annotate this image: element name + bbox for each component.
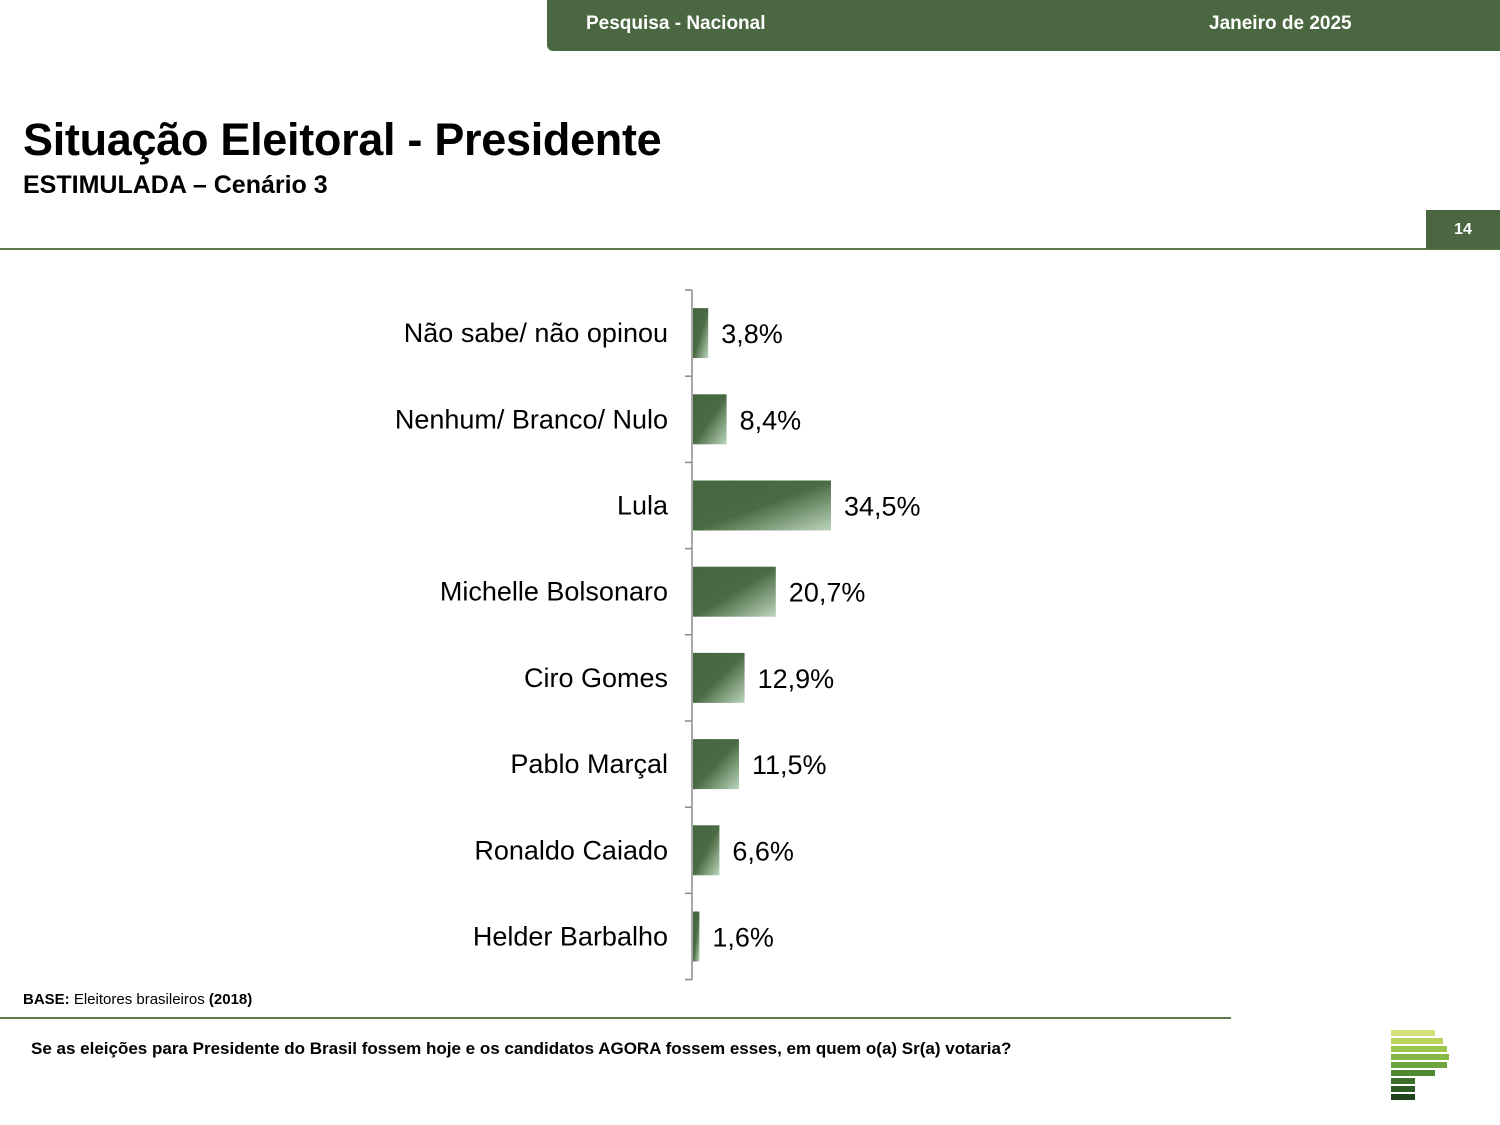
base-label: BASE: <box>23 991 70 1008</box>
category-label: Helder Barbalho <box>473 922 668 952</box>
page-number-badge: 14 <box>1426 210 1500 249</box>
value-label: 8,4% <box>740 405 802 435</box>
base-text: Eleitores brasileiros <box>69 991 209 1008</box>
value-label: 34,5% <box>844 492 921 522</box>
page-subtitle: ESTIMULADA – Cenário 3 <box>23 171 328 199</box>
bar-chart: Não sabe/ não opinou 3,8% Nenhum/ Branco/ … <box>395 289 921 981</box>
bar <box>693 739 739 790</box>
value-label: 20,7% <box>789 578 866 608</box>
value-label: 12,9% <box>758 664 835 694</box>
bar <box>693 308 709 359</box>
footer-divider <box>0 1017 1231 1019</box>
category-label: Lula <box>617 491 669 521</box>
header-bar: Pesquisa - Nacional Janeiro de 2025 <box>547 0 1500 51</box>
bar <box>693 480 831 531</box>
survey-scope-label: Pesquisa - Nacional <box>586 13 766 34</box>
bar <box>693 825 720 876</box>
category-label: Michelle Bolsonaro <box>440 577 668 607</box>
base-note: BASE: Eleitores brasileiros (2018) <box>23 991 252 1008</box>
survey-question: Se as eleições para Presidente do Brasil… <box>31 1039 1012 1058</box>
category-label: Pablo Marçal <box>510 749 668 779</box>
value-label: 1,6% <box>712 923 774 953</box>
value-label: 3,8% <box>721 319 783 349</box>
value-label: 6,6% <box>732 836 794 866</box>
bar <box>693 911 700 962</box>
page-title: Situação Eleitoral - Presidente <box>23 114 662 165</box>
header-divider <box>0 248 1500 250</box>
stacked-bars-logo-icon <box>1391 1030 1449 1100</box>
bar <box>693 652 745 703</box>
category-label: Nenhum/ Branco/ Nulo <box>395 404 668 434</box>
category-label: Ronaldo Caiado <box>474 835 668 865</box>
bar <box>693 394 727 445</box>
bar <box>693 566 776 617</box>
category-label: Ciro Gomes <box>524 663 668 693</box>
base-year: (2018) <box>208 991 253 1008</box>
survey-date-label: Janeiro de 2025 <box>1209 13 1352 34</box>
value-label: 11,5% <box>752 750 827 780</box>
category-label: Não sabe/ não opinou <box>404 318 668 348</box>
